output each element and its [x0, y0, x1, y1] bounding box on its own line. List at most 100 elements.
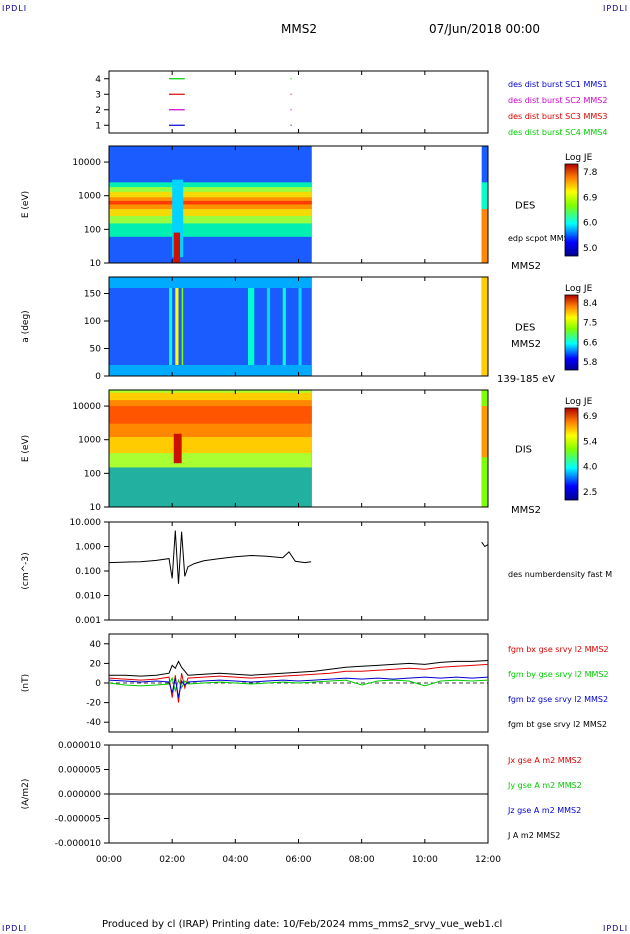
spectrogram-band: [169, 277, 173, 376]
colorbar-tick-p2: 5.8: [583, 358, 598, 368]
y-tick-label-p6: 0.000010: [58, 741, 101, 751]
y-tick-label-p1: 1000: [78, 192, 101, 202]
legend-burst-sc4: des dist burst SC4 MMS4: [508, 128, 607, 137]
legend-burst-sc3: des dist burst SC3 MMS3: [508, 112, 607, 121]
y-tick-label-p4: 0.001: [75, 616, 101, 626]
corner-label-bottom-right: IPDLI: [603, 924, 629, 933]
y-tick-label-p2: 50: [90, 345, 102, 355]
colorbar-tick-p1: 6.9: [583, 193, 598, 203]
y-axis-label-p6: (A/m2): [21, 779, 31, 810]
legend-burst-sc2: des dist burst SC2 MMS2: [508, 96, 607, 105]
y-axis-label-p2: a (deg): [21, 310, 31, 342]
y-tick-label-p5: 0: [95, 679, 101, 689]
y-tick-label-p3: 10000: [72, 402, 101, 412]
spectrogram-band: [298, 277, 302, 376]
y-tick-label-p2: 150: [84, 290, 101, 300]
legend-entry-p6: Jx gse A m2 MMS2: [507, 756, 582, 765]
y-tick-label-p5: -40: [86, 718, 101, 728]
footer-info: Produced by cl (IRAP) Printing date: 10/…: [102, 919, 503, 930]
colorbar-tick-p1: 7.8: [583, 168, 598, 178]
x-tick-label: 10:00: [412, 855, 438, 865]
spectrogram-band: [109, 365, 312, 376]
y-axis-label-p1: E (eV): [21, 191, 31, 218]
colorbar-tick-p1: 6.0: [583, 219, 598, 229]
series-line-bt: [109, 660, 489, 677]
spectrogram-band: [266, 277, 271, 376]
legend-entry-p6: Jz gse A m2 MMS2: [507, 806, 581, 815]
colorbar-title-p2: Log JE: [565, 284, 593, 294]
spectrogram-band: [481, 209, 488, 263]
colorbar-tick-p3: 4.0: [583, 463, 598, 473]
y-tick-label-p4: 0.100: [75, 567, 101, 577]
corner-label-bottom-left: IPDLI: [2, 924, 28, 933]
y-tick-label-p0: 2: [95, 106, 101, 116]
y-tick-label-p5: -20: [86, 699, 101, 709]
spectrogram-band: [481, 406, 488, 458]
spacecraft-title: MMS2: [281, 22, 317, 36]
y-tick-label-p0: 1: [95, 121, 101, 131]
series-line-bx: [108, 663, 489, 703]
series-line-bz: [108, 676, 489, 698]
colorbar-tick-p3: 6.9: [583, 412, 598, 422]
legend-entry-p5: fgm bt gse srvy l2 MMS2: [508, 720, 607, 729]
bottom-label-p3: MMS2: [511, 505, 541, 516]
bottom-label-p2: 139-185 eV: [497, 374, 555, 385]
legend-entry-p5: fgm bz gse srvy l2 MMS2: [508, 695, 608, 704]
colorbar-title-p3: Log JE: [565, 397, 593, 407]
y-tick-label-p5: 20: [90, 659, 102, 669]
legend-burst-sc1: des dist burst SC1 MMS1: [508, 80, 607, 89]
sub-label-p2: MMS2: [511, 339, 541, 350]
spectrogram-band: [173, 433, 182, 464]
y-tick-label-p3: 1000: [78, 436, 101, 446]
bottom-label-p1: MMS2: [511, 261, 541, 272]
y-axis-label-p4: (cm^-3): [21, 552, 31, 589]
x-tick-label: 04:00: [222, 855, 248, 865]
spectrogram-band: [481, 182, 488, 210]
y-axis-label-p3: E (eV): [21, 435, 31, 462]
panel-frame-p4: [108, 521, 489, 621]
y-tick-label-p1: 10000: [72, 158, 101, 168]
y-tick-label-p2: 0: [95, 372, 101, 382]
spectrogram-p1: [109, 146, 488, 263]
y-tick-label-p1: 100: [84, 225, 101, 235]
colorbar-title-p1: Log JE: [565, 153, 593, 163]
panel-label-p2: DES: [515, 323, 535, 334]
spectrogram-band: [181, 277, 184, 376]
colorbar-tick-p2: 7.5: [583, 319, 597, 329]
series-line-by: [108, 676, 489, 693]
date-title: 07/Jun/2018 00:00: [429, 22, 541, 36]
x-tick-label: 00:00: [96, 855, 122, 865]
y-tick-label-p2: 100: [84, 317, 101, 327]
panel-label-p1: DES: [515, 201, 535, 212]
legend-entry-p4: des numberdensity fast M: [508, 570, 612, 579]
series-line-p4: [108, 530, 312, 584]
spectrogram-band: [173, 232, 181, 263]
y-tick-label-p0: 4: [95, 75, 101, 85]
x-tick-label: 12:00: [475, 855, 501, 865]
spectrogram-band: [109, 406, 312, 424]
colorbar-tick-p3: 5.4: [583, 437, 598, 447]
spectrogram-band: [172, 179, 184, 258]
spectrogram-band: [282, 277, 286, 376]
y-axis-label-p5: (nT): [21, 674, 31, 692]
colorbar-p1: [564, 163, 579, 257]
spectrogram-band: [247, 277, 255, 376]
spectrogram-band: [109, 277, 312, 288]
y-tick-label-p4: 0.010: [75, 592, 101, 602]
panel-label-p3: DIS: [515, 445, 532, 456]
y-tick-label-p4: 10.000: [70, 518, 102, 528]
legend-entry-p5: fgm by gse srvy l2 MMS2: [508, 670, 609, 679]
y-tick-label-p6: 0.000005: [58, 766, 101, 776]
y-tick-label-p6: -0.000005: [55, 815, 101, 825]
colorbar-tick-p3: 2.5: [583, 488, 597, 498]
corner-label-top-right: IPDLI: [603, 4, 629, 13]
legend-entry-p6: Jy gse A m2 MMS2: [507, 781, 582, 790]
y-tick-label-p5: 40: [90, 640, 102, 650]
colorbar-tick-p2: 6.6: [583, 338, 598, 348]
series-line-p4: [481, 541, 489, 548]
colorbar-p2: [564, 294, 579, 371]
x-tick-label: 02:00: [159, 855, 185, 865]
y-tick-label-p1: 10: [90, 259, 102, 269]
overlay-label-p1: edp scpot MMS2: [508, 234, 574, 243]
